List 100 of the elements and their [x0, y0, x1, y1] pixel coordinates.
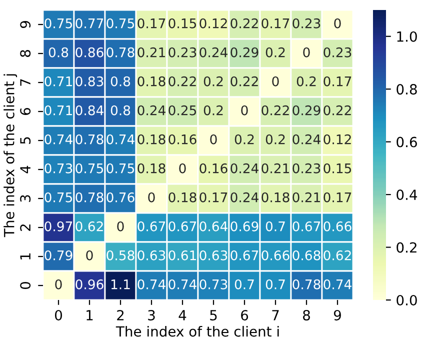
- data-label: 0.64: [200, 221, 228, 232]
- data-label: 0.17: [262, 18, 290, 28]
- data-label: 0.78: [106, 47, 134, 58]
- data-label: 0.17: [138, 18, 166, 28]
- data-label: 0.78: [76, 192, 104, 202]
- data-label: 0.74: [138, 279, 166, 290]
- data-label: 0.17: [200, 192, 228, 202]
- data-label: 0.66: [324, 221, 352, 232]
- data-label: 0: [272, 76, 279, 86]
- color-bar-label: 0.4: [396, 190, 418, 200]
- data-label: 0.21: [138, 47, 165, 58]
- data-label: 0.75: [44, 18, 72, 28]
- data-label: 0: [179, 163, 186, 174]
- data-label: 0.61: [168, 250, 196, 260]
- data-label: 0.21: [262, 163, 289, 174]
- data-label: 0: [334, 18, 341, 28]
- x-tick-label: 9: [334, 310, 341, 320]
- x-tick-label: 3: [148, 310, 155, 320]
- data-label: 0.67: [168, 221, 196, 232]
- data-label: 0: [148, 192, 155, 202]
- data-label: 0.7: [266, 279, 285, 290]
- y-tick-label: 2: [20, 224, 30, 231]
- data-label: 0.58: [106, 250, 134, 260]
- data-label: 0.67: [230, 250, 258, 260]
- data-label: 0.77: [76, 18, 104, 28]
- color-bar-label: 0.0: [396, 294, 417, 306]
- data-label: 0.24: [230, 163, 258, 174]
- y-tick-label: 4: [20, 166, 30, 174]
- data-label: 0.2: [266, 134, 285, 144]
- data-label: 0.17: [324, 76, 352, 86]
- color-bar-label: 0.8: [396, 84, 417, 95]
- color-bar-label: 0.2: [396, 242, 416, 253]
- data-label: 0.24: [138, 105, 166, 116]
- x-tick-label: 5: [210, 310, 217, 320]
- data-label: 0.74: [44, 134, 72, 144]
- x-tick-label: 1: [86, 310, 93, 320]
- data-label: 0.18: [168, 192, 196, 202]
- data-label: 0.2: [204, 76, 223, 86]
- x-axis-title: The index of the client i: [116, 326, 279, 337]
- data-label: 0.21: [292, 192, 320, 202]
- data-label: 0.69: [230, 221, 258, 232]
- y-tick-label: 0: [20, 282, 31, 290]
- data-label: 0: [210, 134, 217, 144]
- data-label: 0.16: [200, 163, 228, 174]
- data-label: 0.84: [76, 105, 104, 116]
- data-label: 0.76: [106, 192, 134, 202]
- data-label: 0: [117, 221, 124, 232]
- y-axis-title: The index of the client j: [4, 74, 18, 238]
- data-label: 0: [55, 279, 62, 290]
- y-tick-label: 8: [20, 50, 31, 57]
- data-label: 0.83: [76, 76, 104, 86]
- y-tick-label: 1: [20, 253, 30, 260]
- data-label: 0.18: [138, 76, 166, 86]
- data-label: 0.22: [168, 76, 196, 86]
- data-label: 0.22: [324, 105, 351, 116]
- color-bar-label: 1.0: [397, 31, 417, 42]
- data-label: 0.25: [168, 105, 196, 116]
- data-label: 0.18: [262, 192, 290, 202]
- data-label: 0.78: [292, 279, 320, 290]
- data-label: 0.62: [324, 250, 351, 260]
- data-label: 0.8: [110, 105, 130, 116]
- data-label: 0.12: [200, 18, 227, 28]
- data-label: 0.23: [168, 47, 196, 58]
- data-label: 0.15: [324, 163, 352, 174]
- data-label: 0.97: [44, 221, 72, 232]
- data-label: 0.71: [44, 76, 72, 86]
- data-label: 0.15: [168, 18, 196, 28]
- data-label: 0.75: [44, 192, 72, 202]
- data-label: 0.7: [266, 221, 285, 232]
- data-label: 0.96: [76, 279, 104, 290]
- data-label: 0.75: [76, 163, 104, 174]
- data-label: 0.17: [324, 192, 352, 202]
- data-label: 1.1: [111, 280, 130, 290]
- data-label: 0.71: [44, 105, 72, 116]
- data-label: 0.73: [44, 163, 72, 174]
- data-label: 0.23: [292, 18, 320, 28]
- data-label: 0.22: [230, 76, 258, 86]
- data-label: 0: [86, 250, 93, 260]
- data-label: 0: [303, 47, 310, 58]
- data-label: 0.24: [230, 192, 258, 202]
- data-label: 0.75: [106, 18, 134, 28]
- x-tick-label: 0: [54, 310, 62, 320]
- y-tick-label: 6: [20, 108, 31, 115]
- data-label: 0.67: [138, 221, 166, 232]
- data-label: 0.23: [292, 163, 320, 174]
- data-label: 0.23: [324, 47, 352, 58]
- data-label: 0.12: [324, 134, 351, 144]
- data-label: 0.2: [296, 76, 316, 86]
- y-tick-label: 3: [20, 195, 31, 202]
- data-label: 0.7: [234, 279, 254, 290]
- x-tick-label: 4: [178, 310, 186, 320]
- data-label: 0.66: [262, 250, 290, 260]
- data-label: 0.2: [204, 105, 223, 116]
- data-label: 0.24: [200, 47, 228, 58]
- data-label: 0.68: [292, 250, 320, 260]
- x-tick-label: 8: [303, 310, 310, 320]
- data-label: 0.75: [106, 163, 134, 174]
- data-label: 0.29: [230, 47, 258, 58]
- data-label: 0.8: [48, 47, 68, 58]
- data-label: 0.74: [106, 134, 134, 144]
